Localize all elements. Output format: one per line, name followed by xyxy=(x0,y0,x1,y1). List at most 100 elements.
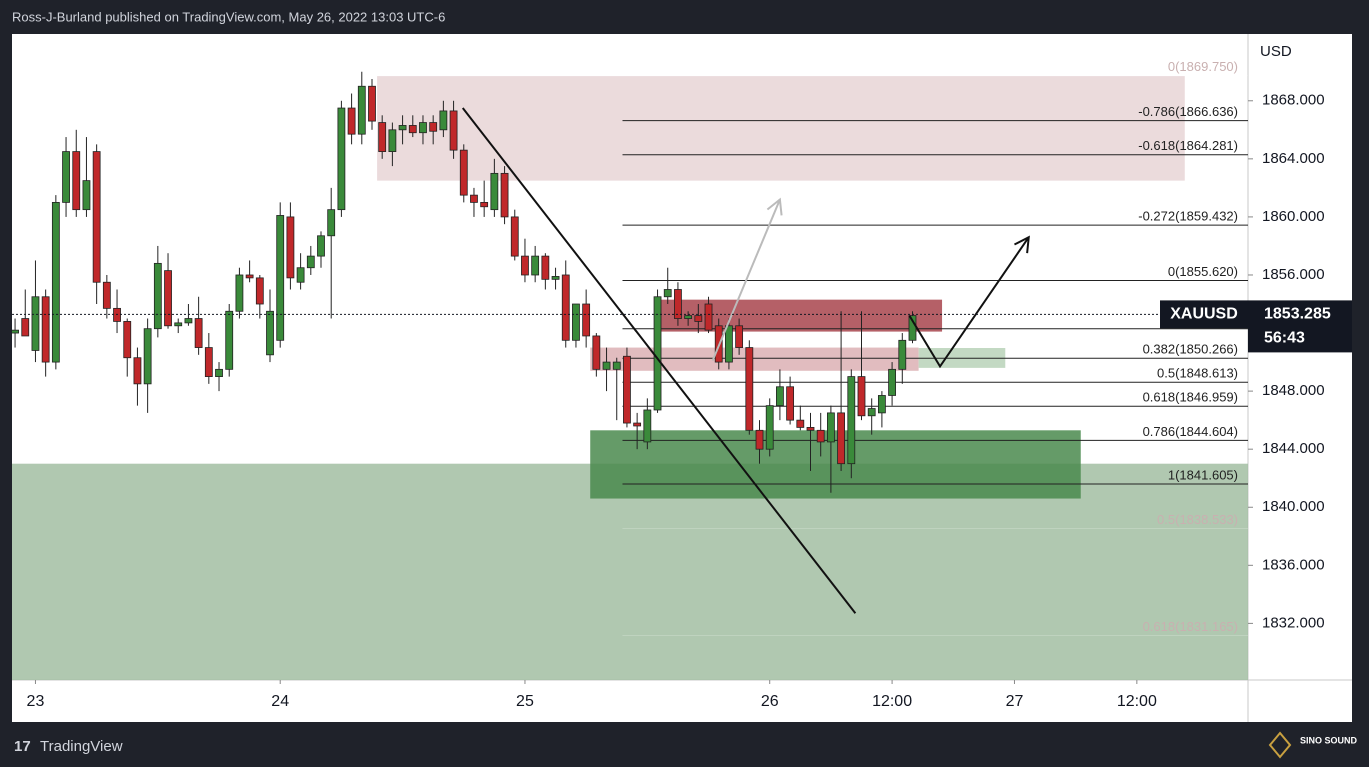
fib-label: 1(1841.605) xyxy=(1168,467,1238,482)
candle-body xyxy=(888,368,896,396)
candle-body xyxy=(337,107,346,211)
candle-body xyxy=(704,303,713,331)
candle-body xyxy=(541,255,550,280)
candle-body xyxy=(449,110,458,151)
candle-body xyxy=(572,303,580,341)
candle-body xyxy=(388,129,397,152)
candle-body xyxy=(796,419,805,428)
brand-logo: 17 xyxy=(14,738,31,755)
candle-body xyxy=(102,281,111,309)
candle-body xyxy=(776,386,784,407)
candle-body xyxy=(816,429,825,443)
candle-body xyxy=(235,274,244,312)
zone xyxy=(655,299,943,332)
watermark-logo xyxy=(1268,731,1292,759)
candle-body xyxy=(143,328,152,385)
candle-body xyxy=(133,357,142,385)
fib-label: 0.618(1831.165) xyxy=(1143,619,1238,634)
price-tag xyxy=(1248,300,1352,353)
trend-line xyxy=(461,107,857,614)
y-tick-label: 1868.000 xyxy=(1262,92,1325,109)
candle-body xyxy=(510,216,519,257)
candle-body xyxy=(51,201,60,363)
y-tick-label: 1864.000 xyxy=(1262,150,1325,167)
candle-body xyxy=(551,276,560,280)
zone xyxy=(590,430,1081,499)
plot-area: 0(1869.750) -0.786(1866.636) -0.618(1864.2… xyxy=(12,59,1248,680)
fib-label: 0.618(1846.959) xyxy=(1143,390,1238,405)
x-tick-label: 23 xyxy=(27,693,45,710)
candle-body xyxy=(398,125,407,131)
candle-body xyxy=(837,412,845,465)
candle-body xyxy=(306,255,315,269)
fib-label: 0(1869.750) xyxy=(1168,59,1238,74)
symbol-label: XAUUSD xyxy=(1170,306,1238,323)
candle-body xyxy=(582,303,591,337)
y-tick-label: 1848.000 xyxy=(1262,382,1325,399)
zone xyxy=(590,347,919,371)
candle-body xyxy=(245,274,254,279)
candle-body xyxy=(184,318,193,324)
candle-body xyxy=(674,289,682,319)
candle-body xyxy=(72,151,81,211)
candle-body xyxy=(755,429,764,450)
candle-body xyxy=(12,329,19,334)
candle-body xyxy=(531,255,540,276)
x-tick-label: 12:00 xyxy=(872,693,912,710)
candle-body xyxy=(847,376,856,465)
candle-body xyxy=(623,355,631,424)
candle-body xyxy=(368,85,376,122)
fib-label: 0.5(1848.613) xyxy=(1157,366,1238,381)
candle-body xyxy=(215,368,223,377)
candle-body xyxy=(286,216,295,279)
fib-label: 0.382(1850.266) xyxy=(1143,342,1238,357)
candle-body xyxy=(82,180,91,211)
candle-body xyxy=(500,172,509,218)
trend-line xyxy=(908,236,1030,369)
x-tick-label: 12:00 xyxy=(1117,693,1157,710)
candle-body xyxy=(92,151,101,283)
candle-body xyxy=(123,321,132,359)
candle-body xyxy=(725,325,733,363)
candle-body xyxy=(62,151,70,203)
candle-body xyxy=(857,376,866,417)
candle-body xyxy=(684,315,693,319)
candle-body xyxy=(408,125,417,134)
candle-body xyxy=(204,347,213,377)
candle-body xyxy=(266,310,274,356)
y-tick-label: 1860.000 xyxy=(1262,208,1325,225)
x-tick-label: 26 xyxy=(761,693,779,710)
candle-body xyxy=(490,172,499,211)
y-tick-label: 1856.000 xyxy=(1262,266,1325,283)
currency: USD xyxy=(1260,43,1292,60)
candle-body xyxy=(521,255,529,276)
candle-body xyxy=(592,335,601,370)
candle-body xyxy=(276,215,285,341)
candle-body xyxy=(327,209,336,237)
trend-line xyxy=(711,199,781,362)
candle-body xyxy=(877,395,886,414)
fib-label: 0.786(1844.604) xyxy=(1143,424,1238,439)
symbol-tag xyxy=(1160,300,1248,329)
candle-body xyxy=(643,409,652,443)
candle-body xyxy=(633,422,642,427)
fib-label: -0.618(1864.281) xyxy=(1138,138,1238,153)
candle-body xyxy=(164,270,172,327)
arrow-head xyxy=(766,197,783,216)
fib-label: 0(1855.620) xyxy=(1168,264,1238,279)
candle-body xyxy=(347,107,356,135)
candle-body xyxy=(765,405,774,450)
countdown-label: 56:43 xyxy=(1264,330,1305,347)
candle-body xyxy=(694,315,703,322)
candle-body xyxy=(663,289,672,298)
candle-body xyxy=(21,318,30,337)
candle-body xyxy=(255,277,264,305)
y-tick-label: 1844.000 xyxy=(1262,440,1325,457)
candle-body xyxy=(225,310,234,370)
arrow-head xyxy=(1014,235,1030,254)
candle-body xyxy=(357,85,366,135)
candle-body xyxy=(602,361,611,370)
x-tick-label: 25 xyxy=(516,693,534,710)
fib-label: 0.5(1838.533) xyxy=(1157,512,1238,527)
